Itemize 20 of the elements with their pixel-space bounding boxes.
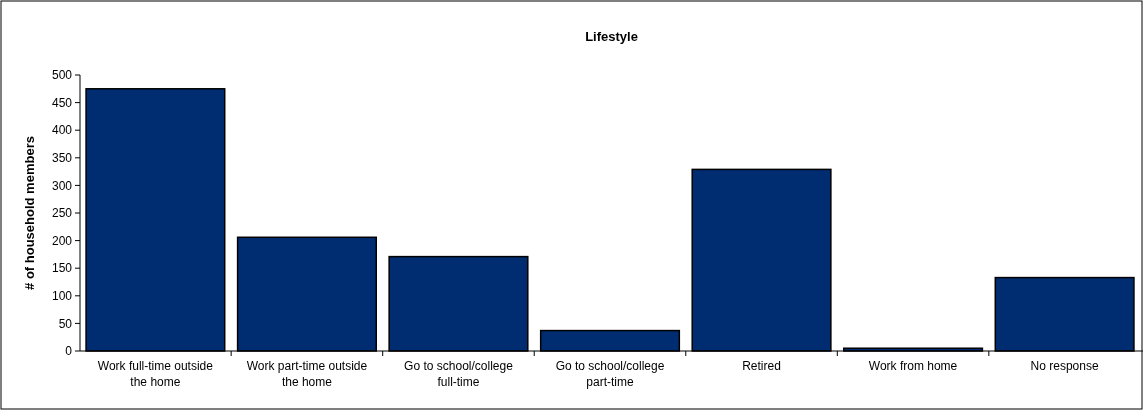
y-tick-label: 450 — [51, 95, 73, 110]
chart-title: Lifestyle — [585, 29, 638, 44]
y-tick-label: 250 — [51, 206, 73, 221]
x-tick-label: Work from home — [868, 359, 958, 373]
y-tick-label: 350 — [51, 151, 73, 165]
x-tick-label: Work full-time outside the home — [97, 359, 214, 389]
x-tick-label: No response — [1030, 359, 1099, 373]
y-axis-title: # of household members — [22, 136, 37, 290]
x-tick-label: Retired — [742, 359, 781, 373]
y-tick-label: 300 — [51, 178, 73, 193]
x-tick-label: Go to school/college full-time — [404, 359, 514, 389]
y-tick-label: 50 — [58, 316, 73, 331]
y-tick-label: 0 — [65, 344, 73, 359]
y-tick-label: 400 — [51, 123, 73, 138]
y-tick-label: 100 — [51, 289, 73, 303]
x-tick-label: Work part-time outside the home — [246, 359, 368, 389]
y-tick-label: 500 — [51, 68, 73, 83]
x-tick-label: Go to school/college part-time — [555, 359, 665, 389]
y-tick-label: 150 — [51, 261, 73, 276]
y-tick-label: 200 — [51, 233, 73, 248]
